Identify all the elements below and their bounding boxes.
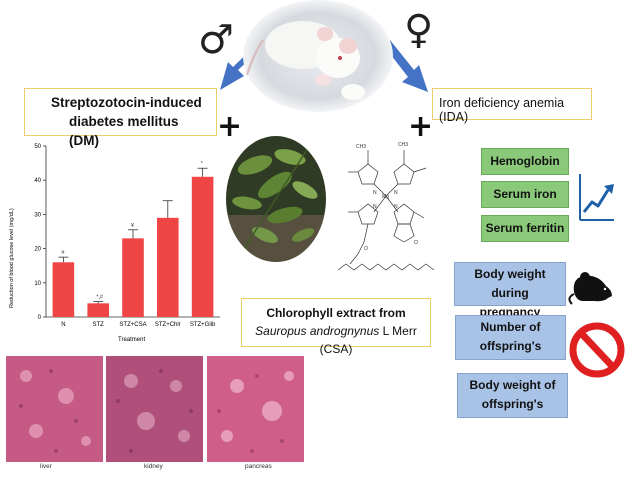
histology-label-pancreas: pancreas — [245, 463, 272, 470]
plus-sign-right: + — [408, 109, 434, 144]
increase-hemoglobin: Hemoglobin — [481, 148, 569, 175]
svg-text:O: O — [414, 240, 418, 246]
arrow-to-ida — [384, 40, 428, 92]
bar-stz-chlr — [157, 217, 179, 317]
increase-serum-iron: Serum iron — [481, 181, 569, 208]
significance-label: ¥ — [131, 223, 135, 229]
decrease-1-line-1: Body weight during — [474, 267, 546, 300]
y-tick-label: 0 — [38, 315, 42, 321]
histology-liver — [6, 356, 103, 462]
significance-label: # — [61, 250, 65, 256]
svg-text:N: N — [373, 204, 377, 210]
decrease-2-line-2: offspring's — [479, 339, 542, 353]
csa-species-rest: L Merr (CSA) — [319, 324, 417, 356]
csa-line-1: Chlorophyll extract from — [266, 306, 406, 320]
bar-n — [52, 262, 75, 317]
blood-glucose-bar-chart: Reduction of blood glucose level (mg/dL)… — [9, 144, 220, 343]
decrease-number-offspring: Number of offspring's — [455, 315, 566, 360]
x-tick-label: N — [61, 322, 65, 328]
sauropus-leaves-photo — [226, 136, 326, 262]
ida-condition-box: Iron deficiency anemia (IDA) — [432, 88, 592, 124]
y-tick-label: 40 — [34, 178, 41, 184]
significance-label: * — [201, 161, 204, 167]
decrease-3-line-1: Body weight of — [469, 378, 556, 392]
mouse-photo — [243, 0, 393, 112]
x-tick-label: STZ+CSA — [119, 322, 146, 328]
svg-text:CH3: CH3 — [398, 142, 408, 148]
significance-label: *,# — [96, 295, 104, 301]
svg-text:CH3: CH3 — [356, 144, 366, 150]
y-tick-label: 10 — [34, 281, 41, 287]
csa-species: Sauropus andrognynus — [255, 324, 380, 338]
decrease-body-weight-offspring: Body weight of offspring's — [457, 373, 568, 418]
prohibited-icon — [569, 322, 625, 378]
decrease-3-line-2: offspring's — [481, 397, 544, 411]
x-tick-label: STZ+Chlr — [155, 322, 181, 328]
rat-icon — [568, 272, 612, 305]
svg-text:O: O — [364, 246, 368, 252]
increase-serum-ferritin: Serum ferritin — [481, 215, 569, 242]
histology-label-kidney: kidney — [144, 463, 163, 470]
x-tick-label: STZ — [93, 322, 105, 328]
x-axis-label: Treatment — [118, 337, 145, 343]
trend-up-icon — [579, 174, 614, 221]
histology-pancreas — [207, 356, 304, 462]
bar-stz — [87, 303, 109, 317]
male-icon: ♂ — [198, 17, 234, 63]
csa-line-2: Sauropus andrognynus L Merr (CSA) — [242, 322, 430, 358]
y-tick-label: 30 — [34, 212, 41, 218]
chlorophyll-structure: Mg N N N N CH3 CH3 O O — [337, 142, 435, 271]
decrease-body-weight-pregnancy: Body weight during pregnancy — [454, 262, 566, 319]
bar-stz-glib — [191, 176, 214, 317]
histology-kidney — [106, 356, 203, 462]
svg-text:N: N — [394, 190, 398, 196]
svg-text:N: N — [373, 190, 377, 196]
x-tick-label: STZ+Glib — [190, 322, 216, 328]
svg-text:Mg: Mg — [382, 194, 389, 200]
ida-label: Iron deficiency anemia (IDA) — [439, 96, 565, 124]
bar-stz-csa — [122, 238, 144, 317]
histology-label-liver: liver — [40, 463, 52, 470]
dm-line-1: Streptozotocin-induced — [51, 95, 202, 110]
csa-extract-box: Chlorophyll extract from Sauropus androg… — [241, 298, 431, 356]
dm-condition-box: Streptozotocin-induced diabetes mellitus… — [24, 88, 217, 148]
dm-line-2: diabetes mellitus (DM) — [69, 114, 179, 148]
decrease-2-line-1: Number of — [480, 320, 541, 334]
plus-sign-left: + — [217, 109, 243, 144]
y-tick-label: 20 — [34, 247, 41, 253]
y-axis-label: Reduction of blood glucose level (mg/dL) — [9, 208, 15, 308]
svg-text:N: N — [394, 204, 398, 210]
y-tick-label: 50 — [34, 144, 41, 150]
female-icon: ♀ — [404, 7, 434, 53]
